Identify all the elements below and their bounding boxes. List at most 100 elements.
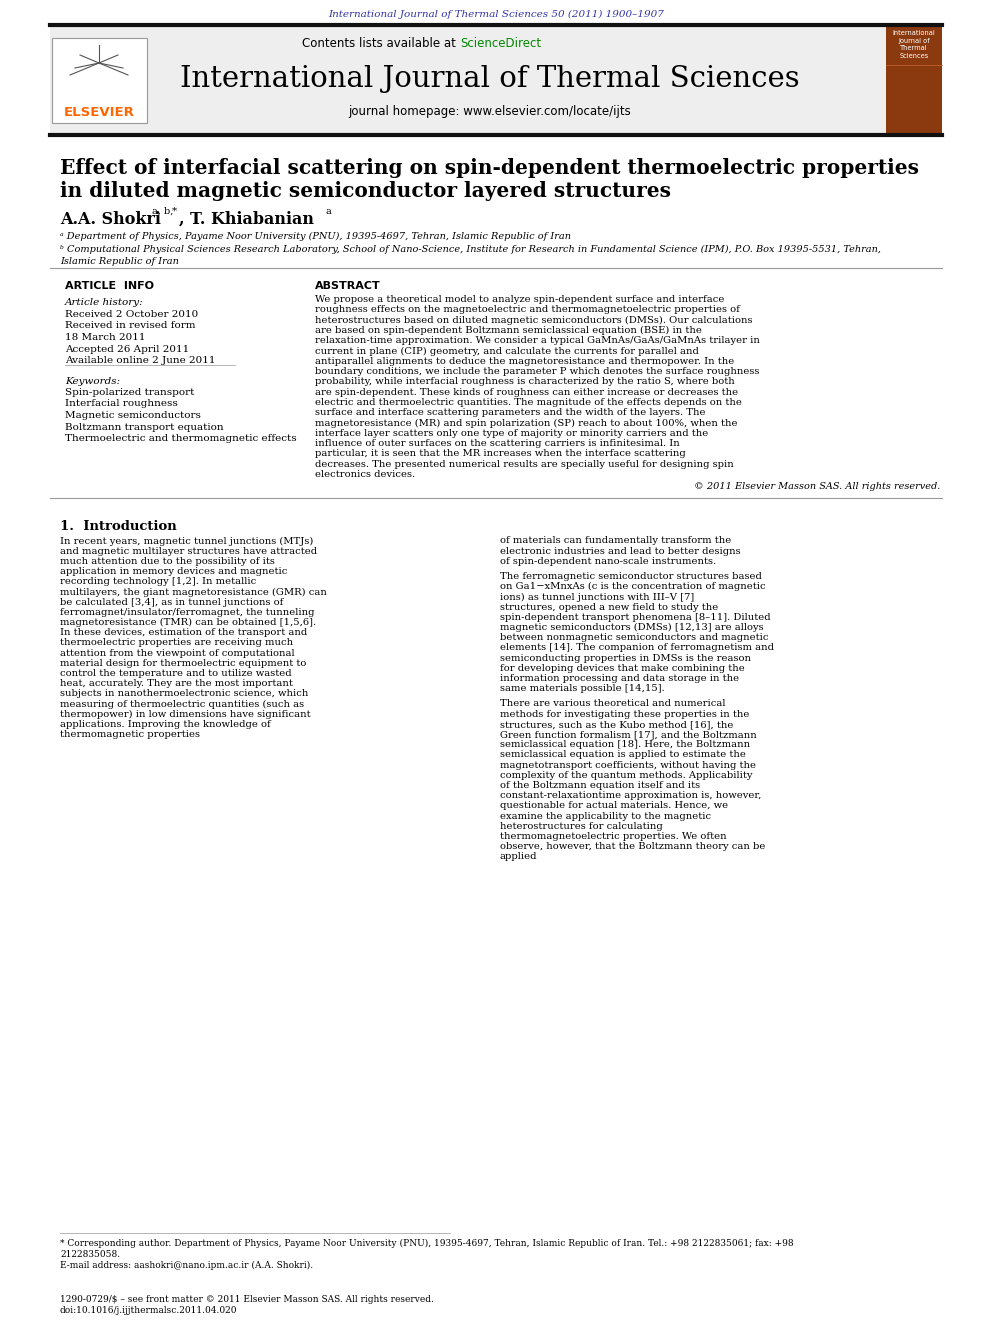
Text: questionable for actual materials. Hence, we: questionable for actual materials. Hence…	[500, 802, 728, 811]
Text: In recent years, magnetic tunnel junctions (MTJs): In recent years, magnetic tunnel junctio…	[60, 536, 313, 545]
Text: Contents lists available at: Contents lists available at	[303, 37, 460, 50]
Text: complexity of the quantum methods. Applicability: complexity of the quantum methods. Appli…	[500, 771, 753, 779]
Text: magnetic semiconductors (DMSs) [12,13] are alloys: magnetic semiconductors (DMSs) [12,13] a…	[500, 623, 764, 632]
Text: 1290-0729/$ – see front matter © 2011 Elsevier Masson SAS. All rights reserved.: 1290-0729/$ – see front matter © 2011 El…	[60, 1295, 434, 1304]
Text: *: *	[172, 206, 178, 216]
Text: multilayers, the giant magnetoresistance (GMR) can: multilayers, the giant magnetoresistance…	[60, 587, 327, 597]
Text: of materials can fundamentally transform the: of materials can fundamentally transform…	[500, 536, 731, 545]
Text: in diluted magnetic semiconductor layered structures: in diluted magnetic semiconductor layere…	[60, 181, 671, 201]
Text: International
Journal of
Thermal
Sciences: International Journal of Thermal Science…	[893, 30, 935, 58]
Text: semiclassical equation [18]. Here, the Boltzmann: semiclassical equation [18]. Here, the B…	[500, 740, 750, 749]
Text: attention from the viewpoint of computational: attention from the viewpoint of computat…	[60, 648, 295, 658]
Text: heat, accurately. They are the most important: heat, accurately. They are the most impo…	[60, 679, 293, 688]
Text: between nonmagnetic semiconductors and magnetic: between nonmagnetic semiconductors and m…	[500, 634, 769, 642]
Text: information processing and data storage in the: information processing and data storage …	[500, 673, 739, 683]
Text: semiclassical equation is applied to estimate the: semiclassical equation is applied to est…	[500, 750, 746, 759]
Text: ELSEVIER: ELSEVIER	[63, 106, 135, 119]
Text: , T. Khiabanian: , T. Khiabanian	[179, 210, 314, 228]
Text: current in plane (CIP) geometry, and calculate the currents for parallel and: current in plane (CIP) geometry, and cal…	[315, 347, 699, 356]
Text: International Journal of Thermal Sciences 50 (2011) 1900–1907: International Journal of Thermal Science…	[328, 11, 664, 19]
Text: observe, however, that the Boltzmann theory can be: observe, however, that the Boltzmann the…	[500, 843, 766, 851]
Text: recording technology [1,2]. In metallic: recording technology [1,2]. In metallic	[60, 577, 256, 586]
Text: elements [14]. The companion of ferromagnetism and: elements [14]. The companion of ferromag…	[500, 643, 774, 652]
Text: International Journal of Thermal Sciences: International Journal of Thermal Science…	[181, 65, 800, 93]
Text: ferromagnet/insulator/ferromagnet, the tunneling: ferromagnet/insulator/ferromagnet, the t…	[60, 607, 314, 617]
Text: examine the applicability to the magnetic: examine the applicability to the magneti…	[500, 811, 711, 820]
Text: are spin-dependent. These kinds of roughness can either increase or decreases th: are spin-dependent. These kinds of rough…	[315, 388, 738, 397]
Text: of spin-dependent nano-scale instruments.: of spin-dependent nano-scale instruments…	[500, 557, 716, 566]
Text: decreases. The presented numerical results are specially useful for designing sp: decreases. The presented numerical resul…	[315, 460, 734, 468]
Text: probability, while interfacial roughness is characterized by the ratio S, where : probability, while interfacial roughness…	[315, 377, 735, 386]
Text: Interfacial roughness: Interfacial roughness	[65, 400, 178, 409]
Text: application in memory devices and magnetic: application in memory devices and magnet…	[60, 568, 288, 576]
Text: constant-relaxationtime approximation is, however,: constant-relaxationtime approximation is…	[500, 791, 762, 800]
Text: ᵃ Department of Physics, Payame Noor University (PNU), 19395-4697, Tehran, Islam: ᵃ Department of Physics, Payame Noor Uni…	[60, 232, 571, 241]
FancyBboxPatch shape	[886, 25, 942, 135]
Text: relaxation-time approximation. We consider a typical GaMnAs/GaAs/GaMnAs trilayer: relaxation-time approximation. We consid…	[315, 336, 760, 345]
Text: doi:10.1016/j.ijjthermalsc.2011.04.020: doi:10.1016/j.ijjthermalsc.2011.04.020	[60, 1306, 237, 1315]
Text: Received 2 October 2010: Received 2 October 2010	[65, 310, 198, 319]
Text: 18 March 2011: 18 March 2011	[65, 333, 146, 343]
Text: Thermoelectric and thermomagnetic effects: Thermoelectric and thermomagnetic effect…	[65, 434, 297, 443]
Text: surface and interface scattering parameters and the width of the layers. The: surface and interface scattering paramet…	[315, 409, 705, 417]
Text: be calculated [3,4], as in tunnel junctions of: be calculated [3,4], as in tunnel juncti…	[60, 598, 284, 607]
Text: roughness effects on the magnetoelectric and thermomagnetoelectric properties of: roughness effects on the magnetoelectric…	[315, 306, 740, 315]
Text: Effect of interfacial scattering on spin-dependent thermoelectric properties: Effect of interfacial scattering on spin…	[60, 157, 919, 179]
Text: ARTICLE  INFO: ARTICLE INFO	[65, 280, 154, 291]
Text: Available online 2 June 2011: Available online 2 June 2011	[65, 356, 215, 365]
Text: structures, such as the Kubo method [16], the: structures, such as the Kubo method [16]…	[500, 720, 733, 729]
Text: 1.  Introduction: 1. Introduction	[60, 520, 177, 533]
Text: particular, it is seen that the MR increases when the interface scattering: particular, it is seen that the MR incre…	[315, 450, 685, 459]
Text: ᵇ Computational Physical Sciences Research Laboratory, School of Nano-Science, I: ᵇ Computational Physical Sciences Resear…	[60, 245, 881, 254]
FancyBboxPatch shape	[52, 38, 147, 123]
Text: applications. Improving the knowledge of: applications. Improving the knowledge of	[60, 720, 271, 729]
Text: for developing devices that make combining the: for developing devices that make combini…	[500, 664, 745, 673]
Text: Boltzmann transport equation: Boltzmann transport equation	[65, 422, 223, 431]
Text: Islamic Republic of Iran: Islamic Republic of Iran	[60, 257, 179, 266]
Text: magnetoresistance (MR) and spin polarization (SP) reach to about 100%, when the: magnetoresistance (MR) and spin polariza…	[315, 418, 737, 427]
Text: Spin-polarized transport: Spin-polarized transport	[65, 388, 194, 397]
Text: We propose a theoretical model to analyze spin-dependent surface and interface: We propose a theoretical model to analyz…	[315, 295, 724, 304]
Text: ABSTRACT: ABSTRACT	[315, 280, 381, 291]
Text: In these devices, estimation of the transport and: In these devices, estimation of the tran…	[60, 628, 308, 638]
Text: electronic industries and lead to better designs: electronic industries and lead to better…	[500, 546, 741, 556]
Text: methods for investigating these properties in the: methods for investigating these properti…	[500, 709, 749, 718]
Text: of the Boltzmann equation itself and its: of the Boltzmann equation itself and its	[500, 781, 700, 790]
Text: Keywords:: Keywords:	[65, 377, 120, 385]
Text: semiconducting properties in DMSs is the reason: semiconducting properties in DMSs is the…	[500, 654, 751, 663]
Text: structures, opened a new field to study the: structures, opened a new field to study …	[500, 602, 718, 611]
Text: thermomagnetoelectric properties. We often: thermomagnetoelectric properties. We oft…	[500, 832, 726, 841]
Text: subjects in nanothermoelectronic science, which: subjects in nanothermoelectronic science…	[60, 689, 309, 699]
Text: Article history:: Article history:	[65, 298, 144, 307]
Text: measuring of thermoelectric quantities (such as: measuring of thermoelectric quantities (…	[60, 700, 305, 709]
Text: heterostructures for calculating: heterostructures for calculating	[500, 822, 663, 831]
FancyBboxPatch shape	[50, 25, 942, 136]
Text: Magnetic semiconductors: Magnetic semiconductors	[65, 411, 200, 419]
Text: heterostructures based on diluted magnetic semiconductors (DMSs). Our calculatio: heterostructures based on diluted magnet…	[315, 316, 753, 324]
Text: control the temperature and to utilize wasted: control the temperature and to utilize w…	[60, 669, 292, 677]
Text: 2122835058.: 2122835058.	[60, 1250, 120, 1259]
Text: Accepted 26 April 2011: Accepted 26 April 2011	[65, 344, 189, 353]
Text: Received in revised form: Received in revised form	[65, 321, 195, 331]
Text: electric and thermoelectric quantities. The magnitude of the effects depends on : electric and thermoelectric quantities. …	[315, 398, 742, 407]
Text: E-mail address: aashokri@nano.ipm.ac.ir (A.A. Shokri).: E-mail address: aashokri@nano.ipm.ac.ir …	[60, 1261, 313, 1270]
Text: A.A. Shokri: A.A. Shokri	[60, 210, 161, 228]
Text: interface layer scatters only one type of majority or minority carriers and the: interface layer scatters only one type o…	[315, 429, 708, 438]
Text: thermopower) in low dimensions have significant: thermopower) in low dimensions have sign…	[60, 710, 310, 718]
Text: same materials possible [14,15].: same materials possible [14,15].	[500, 684, 665, 693]
Text: influence of outer surfaces on the scattering carriers is infinitesimal. In: influence of outer surfaces on the scatt…	[315, 439, 680, 448]
Text: spin-dependent transport phenomena [8–11]. Diluted: spin-dependent transport phenomena [8–11…	[500, 613, 771, 622]
Text: boundary conditions, we include the parameter P which denotes the surface roughn: boundary conditions, we include the para…	[315, 366, 759, 376]
Text: on Ga1−xMnxAs (c is the concentration of magnetic: on Ga1−xMnxAs (c is the concentration of…	[500, 582, 766, 591]
Text: ions) as tunnel junctions with III–V [7]: ions) as tunnel junctions with III–V [7]	[500, 593, 694, 602]
Text: Green function formalism [17], and the Boltzmann: Green function formalism [17], and the B…	[500, 730, 757, 740]
Text: * Corresponding author. Department of Physics, Payame Noor University (PNU), 193: * Corresponding author. Department of Ph…	[60, 1240, 794, 1248]
Text: material design for thermoelectric equipment to: material design for thermoelectric equip…	[60, 659, 307, 668]
Text: ScienceDirect: ScienceDirect	[460, 37, 541, 50]
Text: magnetoresistance (TMR) can be obtained [1,5,6].: magnetoresistance (TMR) can be obtained …	[60, 618, 316, 627]
Text: The ferromagnetic semiconductor structures based: The ferromagnetic semiconductor structur…	[500, 572, 762, 581]
Text: a: a	[325, 206, 330, 216]
Text: and magnetic multilayer structures have attracted: and magnetic multilayer structures have …	[60, 546, 317, 556]
Text: are based on spin-dependent Boltzmann semiclassical equation (BSE) in the: are based on spin-dependent Boltzmann se…	[315, 325, 702, 335]
Text: © 2011 Elsevier Masson SAS. All rights reserved.: © 2011 Elsevier Masson SAS. All rights r…	[693, 483, 940, 491]
